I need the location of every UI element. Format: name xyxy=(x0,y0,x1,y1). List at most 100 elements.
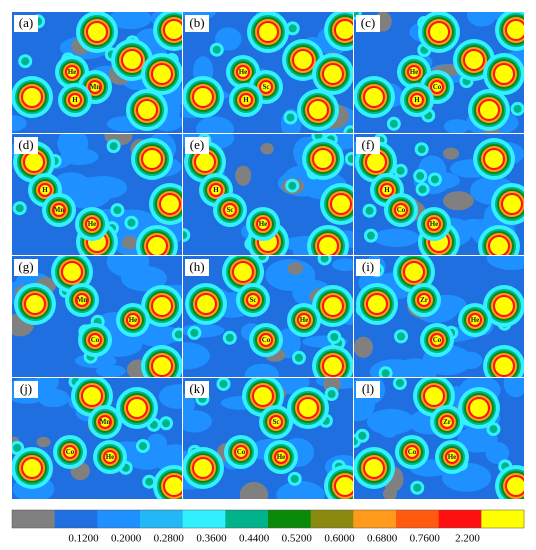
contour xyxy=(162,419,171,428)
contour xyxy=(495,357,513,375)
contour xyxy=(419,295,429,305)
contour xyxy=(470,399,488,417)
atom-label: H xyxy=(42,186,48,194)
panel: Mn He Co (g) xyxy=(12,256,182,377)
contour xyxy=(480,101,498,119)
atom-label: He xyxy=(259,220,268,228)
atom-label: He xyxy=(430,220,439,228)
atom-label: Mn xyxy=(90,83,101,91)
contour xyxy=(219,379,228,388)
contour xyxy=(299,315,309,325)
contour xyxy=(490,237,508,255)
contour xyxy=(288,24,297,33)
contour xyxy=(503,378,524,398)
contour xyxy=(258,219,268,229)
contour xyxy=(324,357,342,375)
atom-label: He xyxy=(88,220,97,228)
contour xyxy=(165,477,182,495)
contour xyxy=(347,154,353,163)
contour xyxy=(138,101,156,119)
contour xyxy=(259,23,277,41)
contour xyxy=(470,315,480,325)
contour xyxy=(381,369,390,377)
contour xyxy=(425,387,443,405)
panel: He Co H (c) xyxy=(354,12,524,133)
contour xyxy=(197,295,215,313)
contour xyxy=(416,172,425,181)
label-box xyxy=(185,137,209,154)
atom-label: Co xyxy=(397,206,406,214)
contour xyxy=(113,206,122,215)
colorbar-label: 0.1200 xyxy=(68,533,99,545)
contour xyxy=(63,263,81,281)
atom-label: He xyxy=(106,453,115,461)
contour xyxy=(190,328,199,337)
contour xyxy=(261,82,271,92)
panel: He Mn H (a) xyxy=(12,12,182,133)
panel-label: (c) xyxy=(361,15,375,30)
contour xyxy=(248,295,258,305)
atom-label: Zr xyxy=(420,296,428,304)
contour xyxy=(395,379,404,388)
contour xyxy=(23,88,41,106)
contour xyxy=(143,150,161,168)
atom-label: Zr xyxy=(443,418,451,426)
contour xyxy=(13,443,22,452)
atom-label: Co xyxy=(91,336,100,344)
contour xyxy=(332,258,353,272)
contour xyxy=(148,237,166,255)
atom-label: Sc xyxy=(227,206,234,214)
contour xyxy=(21,57,30,66)
contour xyxy=(432,335,442,345)
contour xyxy=(442,417,452,427)
contour xyxy=(225,333,234,342)
panel: H Mn He (d) xyxy=(12,134,182,255)
contour xyxy=(25,153,43,171)
contour xyxy=(495,297,513,315)
contour xyxy=(368,295,386,313)
contour xyxy=(153,357,171,375)
contour xyxy=(67,67,77,77)
contour xyxy=(330,332,339,341)
contour xyxy=(106,256,150,278)
contour xyxy=(244,363,280,377)
panel-label: (f) xyxy=(362,137,375,152)
contour xyxy=(225,205,235,215)
contour xyxy=(77,295,87,305)
colorbar-label: 0.5200 xyxy=(282,533,313,545)
colorbar-label: 0.2800 xyxy=(154,533,185,545)
contour xyxy=(405,263,423,281)
contour xyxy=(127,218,136,227)
contour xyxy=(294,353,303,362)
contour xyxy=(320,256,329,263)
contour xyxy=(409,67,419,77)
atom-label: He xyxy=(277,453,286,461)
contour xyxy=(183,410,213,433)
contour xyxy=(183,323,225,338)
colorbar-label: 0.6800 xyxy=(367,533,398,545)
contour xyxy=(90,335,100,345)
contour xyxy=(54,205,64,215)
contour xyxy=(261,335,271,345)
contour xyxy=(79,175,128,200)
contour xyxy=(429,219,439,229)
contour xyxy=(309,101,327,119)
colorbar-segment xyxy=(97,510,141,528)
contour xyxy=(503,195,521,213)
contour xyxy=(90,82,100,92)
contour xyxy=(354,336,374,358)
contour xyxy=(65,447,75,457)
atom-label: He xyxy=(410,68,419,76)
contour xyxy=(258,256,267,261)
atom-label: Co xyxy=(237,448,246,456)
label-box xyxy=(185,381,209,398)
contour xyxy=(95,364,126,377)
panel-label: (k) xyxy=(189,381,204,396)
colorbar-label: 0.6000 xyxy=(324,533,355,545)
contour xyxy=(211,185,221,195)
contour xyxy=(260,143,274,155)
contour xyxy=(465,51,483,69)
atom-label: He xyxy=(300,316,309,324)
contour xyxy=(128,399,146,417)
contour xyxy=(495,65,513,83)
